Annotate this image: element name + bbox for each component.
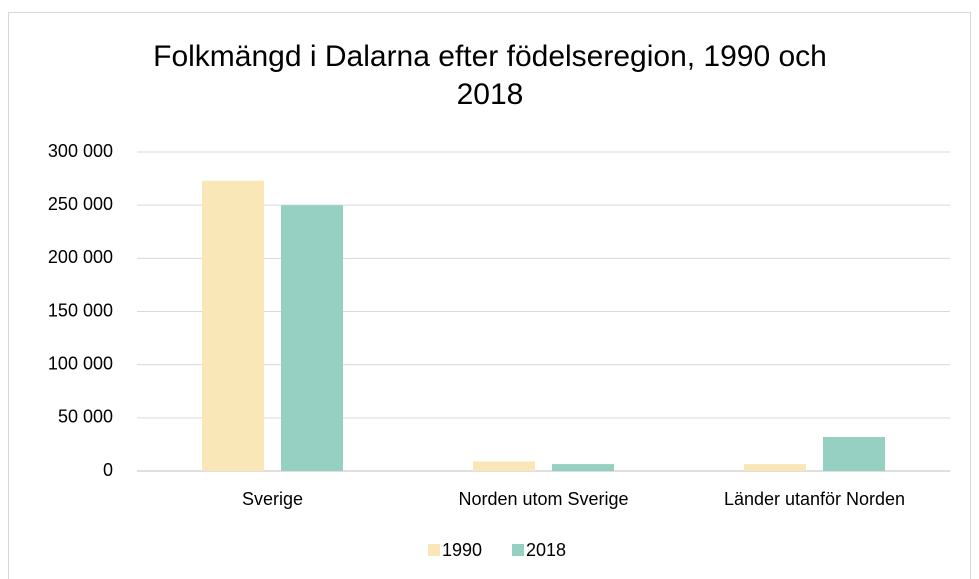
y-tick-label: 100 000: [48, 353, 113, 373]
legend-label: 2018: [526, 540, 566, 560]
x-tick-label: Sverige: [242, 489, 303, 509]
chart-border: [8, 12, 971, 579]
bar: [281, 205, 343, 471]
bar: [823, 436, 885, 471]
legend-label: 1990: [442, 540, 482, 560]
y-tick-label: 200 000: [48, 247, 113, 267]
legend-swatch: [512, 544, 524, 556]
y-tick-label: 150 000: [48, 300, 113, 320]
x-tick-label: Norden utom Sverige: [458, 489, 628, 509]
bar: [744, 464, 806, 471]
y-tick-label: 0: [103, 460, 113, 480]
y-tick-label: 250 000: [48, 194, 113, 214]
bar: [473, 461, 535, 471]
chart-title: Folkmängd i Dalarna efter födelseregion,…: [153, 40, 827, 111]
y-tick-label: 50 000: [58, 407, 113, 427]
legend-swatch: [428, 544, 440, 556]
bar: [202, 180, 264, 471]
y-tick-label: 300 000: [48, 141, 113, 161]
x-tick-label: Länder utanför Norden: [724, 489, 905, 509]
bar: [552, 464, 614, 471]
